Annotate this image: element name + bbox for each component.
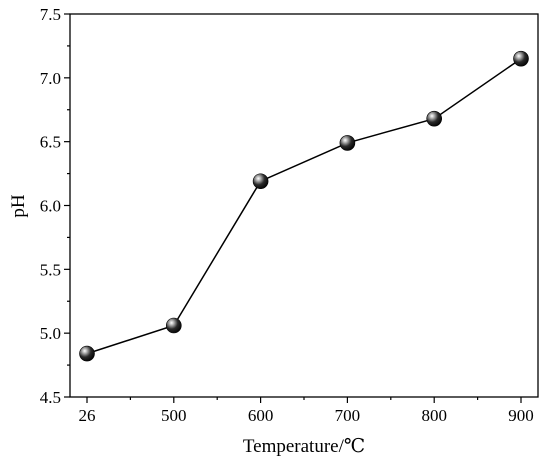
y-tick-label: 5.0	[40, 324, 61, 343]
x-tick-label: 900	[508, 406, 534, 425]
x-tick-label: 600	[248, 406, 274, 425]
y-tick-label: 4.5	[40, 388, 61, 407]
plot-frame	[69, 13, 539, 398]
data-point	[166, 317, 182, 334]
data-point	[426, 110, 443, 127]
x-tick-label: 500	[161, 406, 187, 425]
series-markers	[79, 50, 529, 362]
y-axis: 4.5 5.0 5.5 6.0 6.5 7.0 7.5	[40, 5, 70, 407]
data-point	[339, 135, 356, 151]
data-point	[79, 345, 95, 362]
y-tick-label: 7.0	[40, 69, 61, 88]
series-line	[86, 58, 522, 355]
x-tick-label: 26	[79, 406, 96, 425]
x-tick-label: 700	[335, 406, 361, 425]
x-axis: 26 500 600 700 800 900	[79, 397, 534, 425]
y-tick-label: 6.5	[40, 133, 61, 152]
y-tick-label: 5.5	[40, 260, 61, 279]
x-tick-label: 800	[421, 406, 447, 425]
data-point	[513, 50, 529, 67]
x-axis-title: Temperature/℃	[243, 436, 365, 457]
y-axis-title: pH	[8, 194, 29, 218]
y-tick-label: 6.0	[40, 197, 61, 216]
data-point	[252, 173, 269, 190]
y-tick-label: 7.5	[40, 5, 61, 24]
